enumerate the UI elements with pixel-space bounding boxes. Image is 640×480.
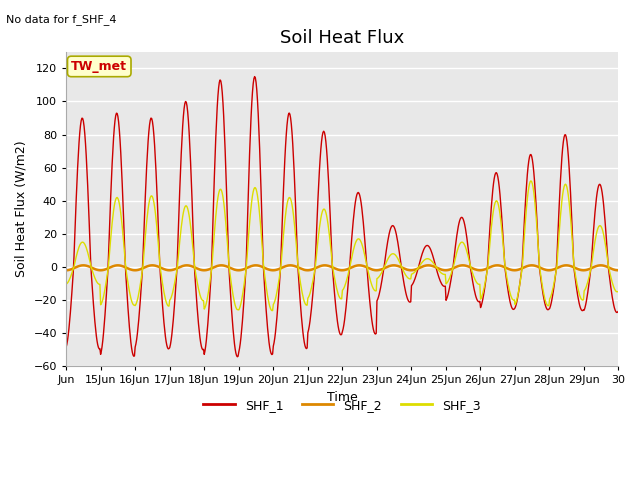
Legend: SHF_1, SHF_2, SHF_3: SHF_1, SHF_2, SHF_3 bbox=[198, 394, 486, 417]
SHF_1 bbox=[401, 282, 408, 288]
Text: TW_met: TW_met bbox=[71, 60, 127, 73]
Title: Soil Heat Flux: Soil Heat Flux bbox=[280, 29, 404, 48]
SHF_1 bbox=[228, 317, 236, 323]
SHF_3 bbox=[527, 178, 535, 184]
SHF_3 bbox=[268, 308, 276, 313]
X-axis label: Time: Time bbox=[326, 391, 357, 404]
Y-axis label: Soil Heat Flux (W/m2): Soil Heat Flux (W/m2) bbox=[15, 141, 28, 277]
SHF_2 bbox=[257, 263, 264, 269]
SHF_1 bbox=[614, 309, 622, 314]
SHF_1 bbox=[278, 226, 286, 231]
SHF_3 bbox=[431, 262, 438, 267]
SHF_2 bbox=[277, 265, 285, 271]
SHF_3 bbox=[277, 259, 285, 265]
SHF_1 bbox=[431, 262, 439, 267]
SHF_3 bbox=[614, 288, 622, 294]
SHF_2 bbox=[431, 264, 438, 270]
SHF_1 bbox=[257, 189, 265, 194]
Text: No data for f_SHF_4: No data for f_SHF_4 bbox=[6, 14, 117, 25]
SHF_3 bbox=[256, 212, 264, 217]
SHF_2 bbox=[79, 263, 87, 268]
SHF_1 bbox=[62, 345, 70, 350]
Line: SHF_3: SHF_3 bbox=[66, 181, 618, 311]
SHF_3 bbox=[62, 281, 70, 287]
SHF_2 bbox=[128, 267, 136, 273]
Line: SHF_2: SHF_2 bbox=[66, 265, 618, 270]
SHF_3 bbox=[400, 268, 408, 274]
SHF_3 bbox=[127, 295, 134, 301]
Line: SHF_1: SHF_1 bbox=[66, 77, 618, 357]
SHF_2 bbox=[229, 266, 237, 272]
SHF_3 bbox=[228, 288, 236, 293]
SHF_1 bbox=[251, 74, 259, 80]
SHF_2 bbox=[614, 267, 622, 273]
SHF_1 bbox=[234, 354, 241, 360]
SHF_2 bbox=[400, 265, 408, 271]
SHF_1 bbox=[127, 339, 134, 345]
SHF_2 bbox=[62, 267, 70, 273]
